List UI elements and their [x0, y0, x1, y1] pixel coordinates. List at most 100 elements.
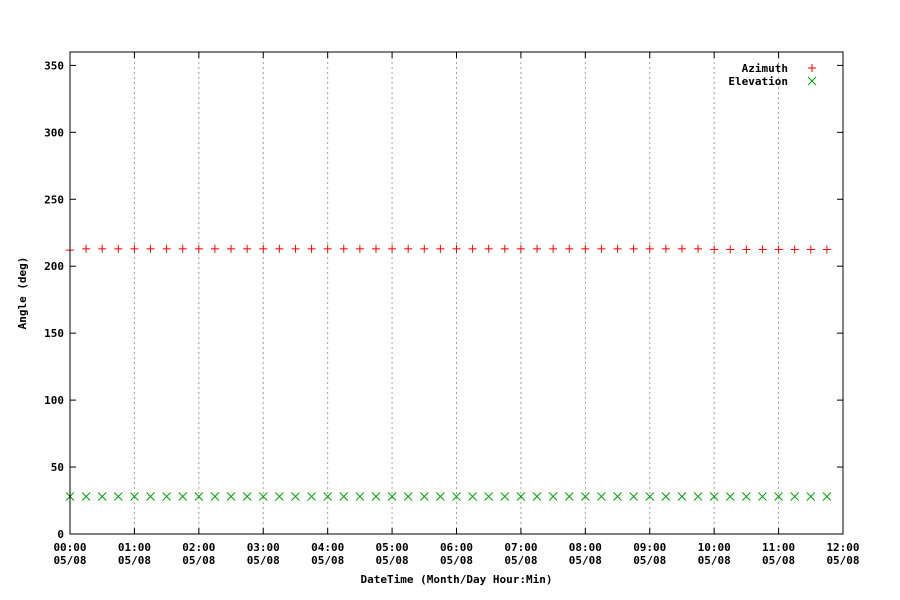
elevation-point	[387, 492, 397, 501]
azimuth-point	[114, 244, 123, 253]
azimuth-point	[436, 244, 445, 253]
azimuth-point	[629, 244, 638, 253]
elevation-point	[564, 492, 574, 501]
elevation-point	[403, 492, 413, 501]
elevation-point	[97, 492, 107, 501]
elevation-point	[371, 492, 381, 501]
legend-marker-elevation	[807, 76, 817, 86]
x-tick-label-time: 11:00	[762, 541, 795, 554]
y-tick-label: 100	[44, 394, 64, 407]
chart-marks	[65, 244, 832, 501]
azimuth-point	[404, 244, 413, 253]
elevation-point	[436, 492, 445, 501]
azimuth-point	[323, 244, 332, 253]
x-tick-label-time: 05:00	[376, 541, 409, 554]
x-tick-label-date: 05/08	[182, 554, 215, 567]
elevation-point	[709, 492, 719, 501]
x-tick-label-time: 00:00	[53, 541, 86, 554]
elevation-point	[307, 492, 316, 501]
elevation-point	[242, 492, 252, 501]
x-tick-label-time: 06:00	[440, 541, 473, 554]
elevation-point	[532, 492, 542, 501]
elevation-point	[484, 492, 494, 501]
elevation-point	[323, 492, 333, 501]
elevation-point	[645, 492, 655, 501]
azimuth-point	[742, 245, 751, 254]
azimuth-point	[790, 245, 799, 254]
y-axis-label: Angle (deg)	[16, 257, 29, 330]
elevation-point	[806, 492, 816, 501]
elevation-point	[275, 492, 284, 501]
azimuth-point	[98, 244, 107, 253]
azimuth-point	[227, 244, 236, 253]
elevation-point	[742, 492, 751, 501]
y-tick-label: 0	[57, 528, 64, 541]
azimuth-point	[130, 244, 139, 253]
elevation-point	[210, 492, 220, 501]
azimuth-point	[597, 244, 606, 253]
elevation-point	[597, 492, 606, 501]
azimuth-point	[420, 244, 429, 253]
x-tick-label-date: 05/08	[762, 554, 795, 567]
elevation-point	[548, 492, 558, 501]
elevation-point	[113, 492, 123, 501]
elevation-point	[291, 492, 300, 501]
azimuth-point	[581, 244, 590, 253]
azimuth-point	[210, 244, 219, 253]
y-tick-label: 200	[44, 260, 64, 273]
azimuth-point	[677, 244, 686, 253]
azimuth-point	[533, 244, 542, 253]
azimuth-point	[565, 244, 574, 253]
x-tick-label-date: 05/08	[440, 554, 473, 567]
azimuth-point	[468, 244, 477, 253]
azimuth-point	[694, 244, 703, 253]
legend-label-azimuth: Azimuth	[742, 62, 788, 75]
azimuth-point	[291, 244, 300, 253]
x-tick-label-date: 05/08	[311, 554, 344, 567]
elevation-point	[516, 492, 526, 501]
elevation-point	[146, 492, 155, 501]
elevation-point	[613, 492, 622, 501]
azimuth-point	[194, 244, 203, 253]
x-tick-label-time: 09:00	[633, 541, 666, 554]
azimuth-point	[613, 244, 622, 253]
azimuth-point	[758, 245, 767, 254]
azimuth-point	[243, 244, 252, 253]
azimuth-point	[275, 244, 284, 253]
azimuth-point	[661, 244, 670, 253]
y-axis: 0 50 100 150 200 250 300 350	[44, 59, 843, 541]
legend-label-elevation: Elevation	[728, 75, 788, 88]
elevation-point	[226, 492, 236, 501]
azimuth-point	[516, 244, 525, 253]
x-tick-label-date: 05/08	[633, 554, 666, 567]
elevation-point	[452, 492, 461, 501]
elevation-point	[790, 492, 800, 501]
azimuth-point	[307, 244, 316, 253]
azimuth-point	[822, 245, 831, 254]
azimuth-point	[178, 244, 187, 253]
x-tick-label-time: 01:00	[118, 541, 151, 554]
x-tick-label-date: 05/08	[826, 554, 859, 567]
x-tick-label-time: 07:00	[504, 541, 537, 554]
elevation-point	[677, 492, 687, 501]
x-tick-label-time: 02:00	[182, 541, 215, 554]
grid-lines	[133, 52, 780, 534]
azimuth-point	[500, 244, 509, 253]
x-tick-label-time: 12:00	[826, 541, 859, 554]
elevation-point	[693, 492, 703, 501]
x-tick-label-date: 05/08	[53, 554, 86, 567]
x-tick-label-time: 10:00	[698, 541, 731, 554]
legend-marker-azimuth	[808, 64, 816, 72]
x-tick-label-time: 03:00	[247, 541, 280, 554]
elevation-point	[758, 492, 767, 501]
elevation-point	[468, 492, 477, 501]
elevation-point	[258, 492, 268, 501]
azimuth-point	[452, 244, 461, 253]
azimuth-point	[371, 244, 380, 253]
azimuth-point	[549, 244, 558, 253]
x-tick-label-date: 05/08	[376, 554, 409, 567]
x-tick-label-date: 05/08	[569, 554, 602, 567]
elevation-point	[822, 492, 832, 501]
